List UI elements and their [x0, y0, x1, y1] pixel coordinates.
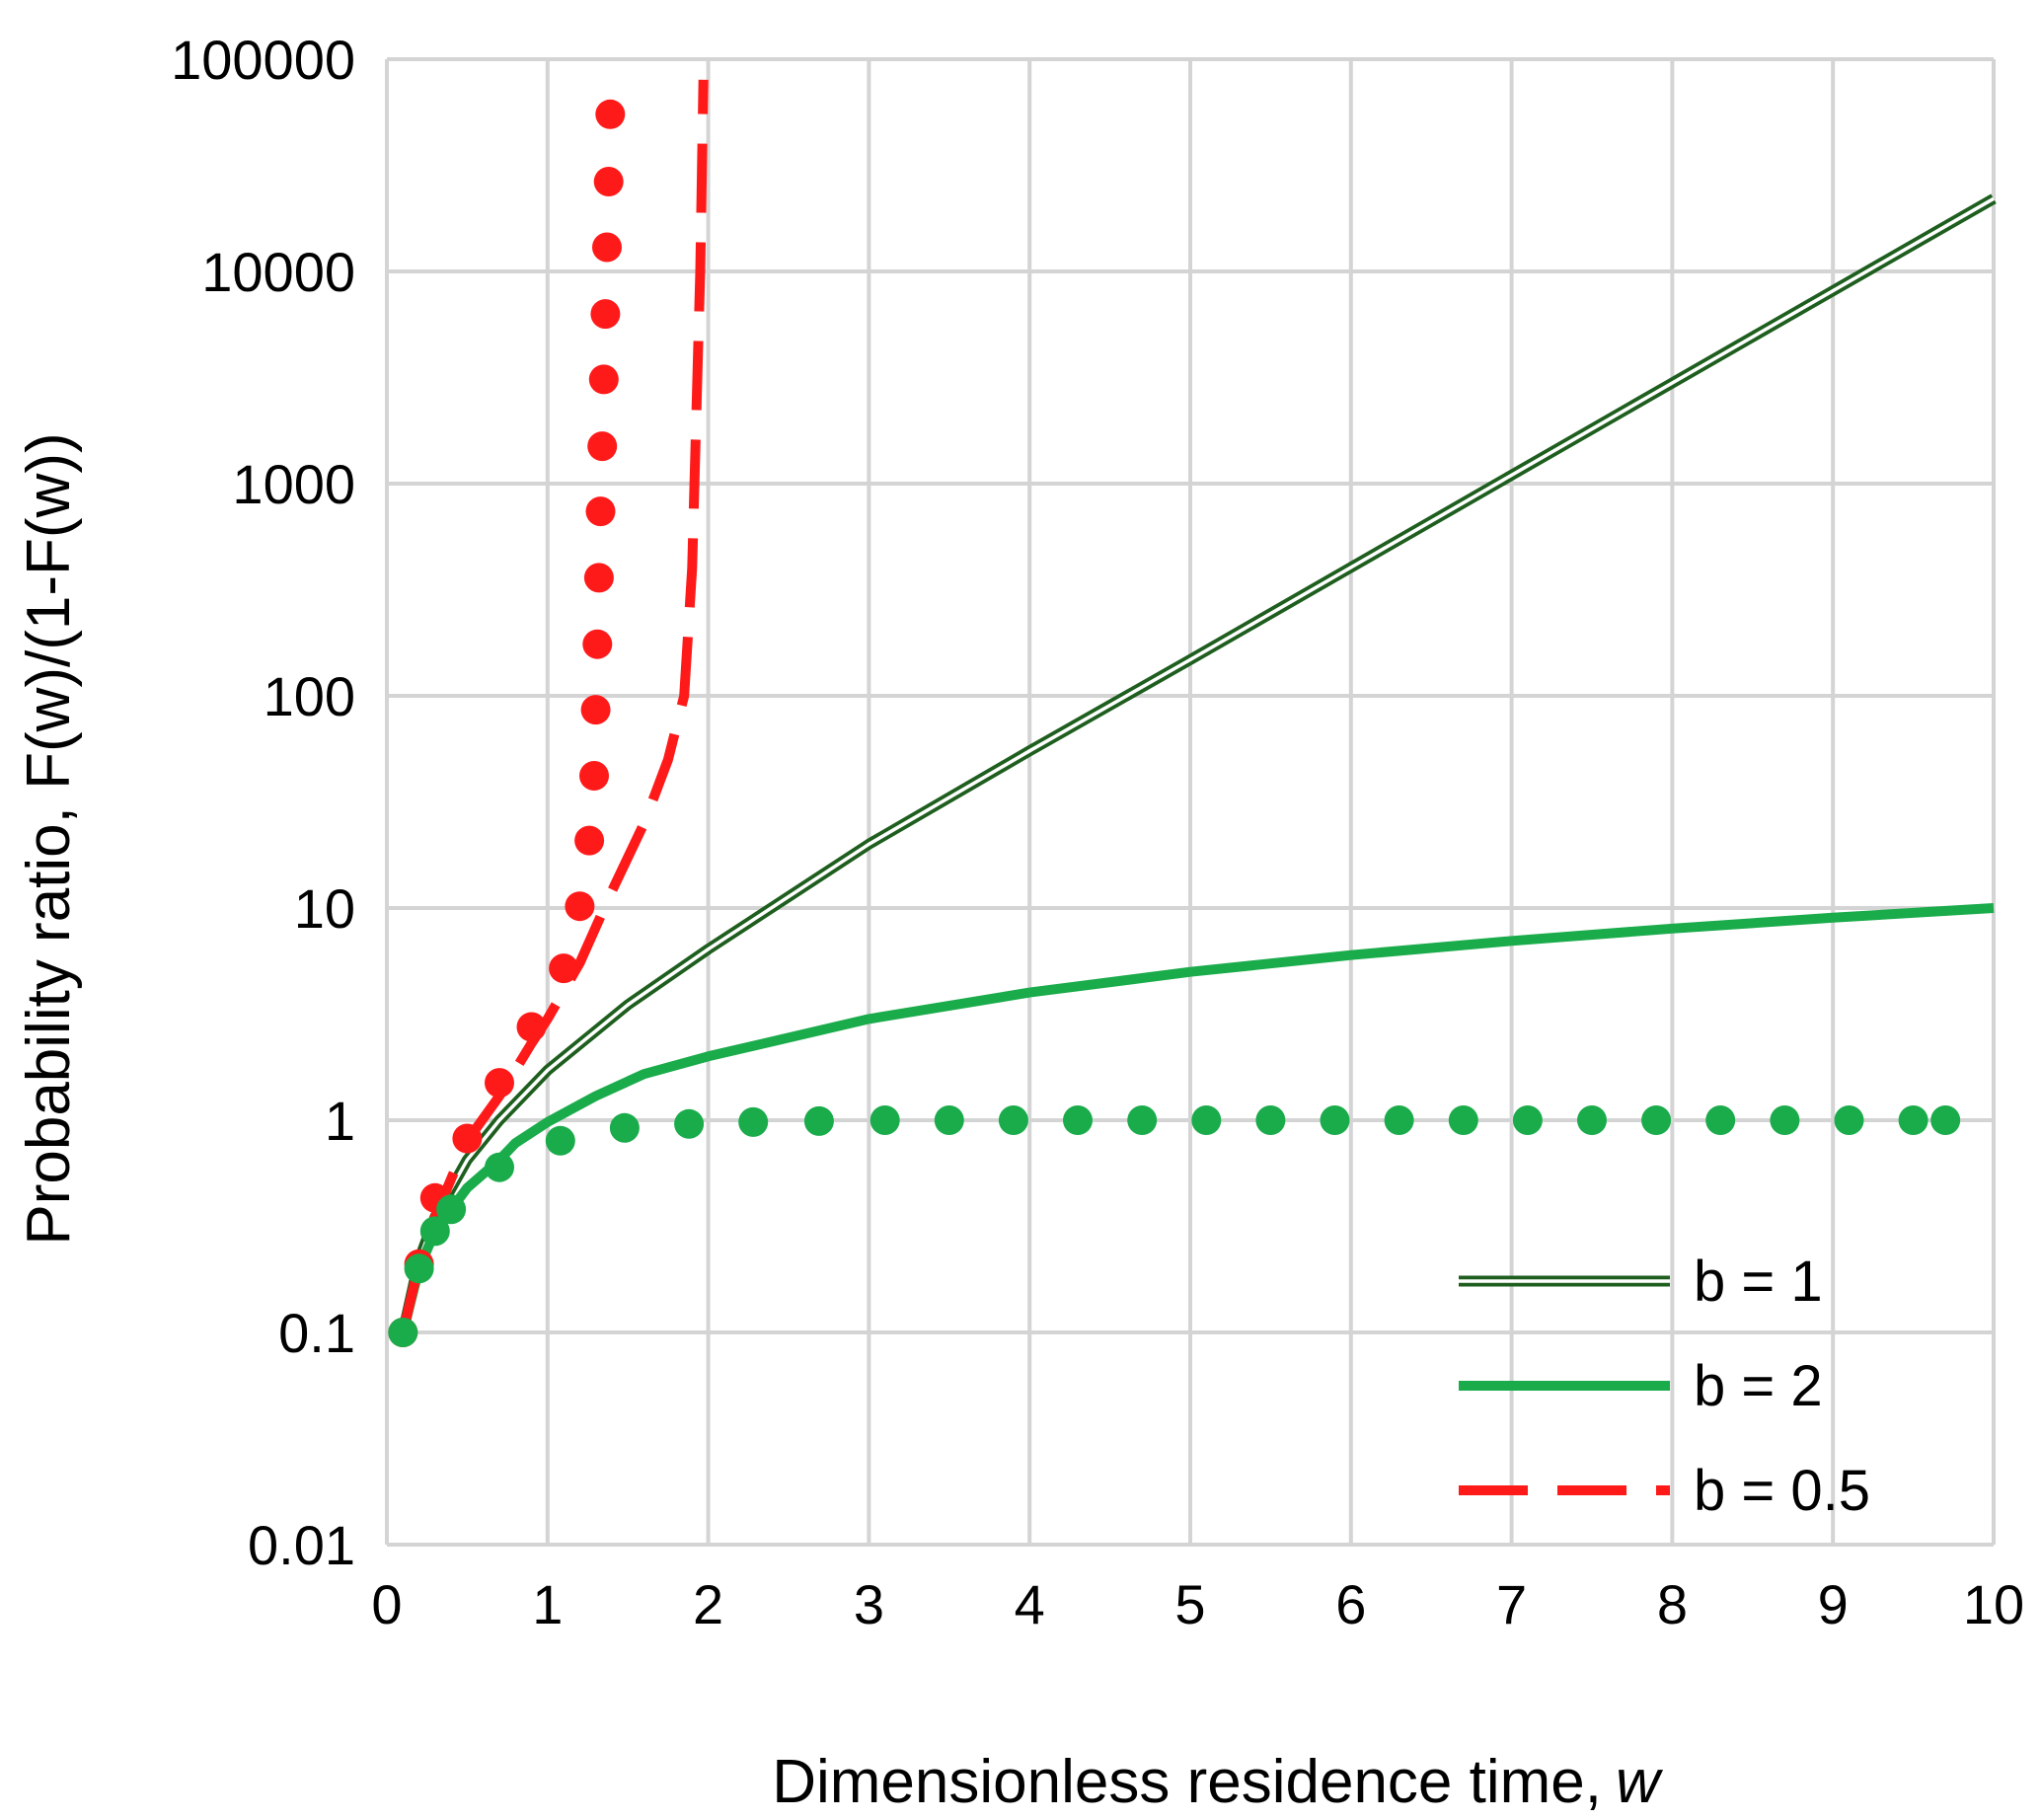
grid: [385, 57, 1996, 1547]
y-tick-label: 10: [294, 877, 355, 940]
series-unlabeled-3-point-12: [583, 563, 614, 593]
x-axis-title: Dimensionless residence time, w: [772, 1748, 1664, 1816]
series-unlabeled-3-point-19: [595, 99, 626, 129]
y-tick-label: 1000: [232, 453, 355, 515]
y-tick-label: 100: [264, 665, 355, 727]
series-b-1-line: [397, 193, 1997, 1334]
series-b-1-line-inner: [401, 196, 1995, 1333]
series-unlabeled-3-point-14: [587, 431, 618, 462]
series-unlabeled-4-point-8: [738, 1106, 769, 1137]
series-unlabeled-3-point-15: [588, 364, 619, 395]
series-unlabeled-3-point-9: [579, 761, 609, 791]
series-unlabeled-3-point-7: [565, 891, 595, 922]
series-unlabeled-4-point-21: [1577, 1105, 1607, 1135]
series-unlabeled-4-point-22: [1641, 1105, 1672, 1135]
series-unlabeled-4-point-27: [1930, 1105, 1961, 1135]
series-unlabeled-3-point-8: [574, 825, 605, 856]
series-unlabeled-4-point-0: [388, 1318, 418, 1347]
series-unlabeled-4-point-3: [436, 1194, 467, 1225]
legend-b-2-label: b = 2: [1694, 1354, 1823, 1418]
series-group: [388, 79, 1997, 1347]
series-unlabeled-3-point-18: [593, 167, 624, 196]
series-unlabeled-3-point-3: [452, 1123, 483, 1154]
y-tick-label: 0.01: [248, 1514, 355, 1576]
series-unlabeled-3-point-11: [582, 629, 613, 659]
x-tick-label: 0: [371, 1573, 402, 1635]
series-unlabeled-3-point-6: [549, 953, 579, 984]
series-unlabeled-4-point-26: [1898, 1105, 1928, 1135]
series-unlabeled-3-point-5: [516, 1012, 547, 1042]
series-unlabeled-4-point-10: [869, 1105, 900, 1135]
x-axis-title-var: w: [1616, 1748, 1664, 1816]
series-unlabeled-4-point-20: [1512, 1105, 1543, 1135]
series-unlabeled-3-point-4: [485, 1068, 514, 1099]
y-tick-label: 0.1: [278, 1302, 355, 1364]
series-unlabeled-4-point-1: [404, 1253, 434, 1284]
series-unlabeled-4-point-15: [1191, 1105, 1222, 1135]
x-tick-label: 1: [532, 1573, 563, 1635]
x-tick-label: 9: [1818, 1573, 1849, 1635]
x-tick-label: 6: [1335, 1573, 1366, 1635]
series-unlabeled-3-point-16: [590, 299, 621, 330]
series-unlabeled-4-point-24: [1770, 1105, 1800, 1135]
series-unlabeled-4-point-5: [545, 1125, 575, 1156]
y-tick-labels: 0.01 0.1 1 10 100 1000 10000 100000: [171, 29, 355, 1576]
series-unlabeled-3-point-17: [592, 232, 622, 263]
x-tick-label: 2: [693, 1573, 723, 1635]
y-tick-label: 1: [325, 1090, 355, 1152]
series-unlabeled-3-point-10: [580, 695, 611, 725]
x-tick-label: 5: [1174, 1573, 1205, 1635]
x-tick-label: 7: [1496, 1573, 1527, 1635]
series-unlabeled-4-point-19: [1448, 1105, 1478, 1135]
series-unlabeled-4-point-23: [1705, 1105, 1736, 1135]
y-tick-label: 10000: [201, 241, 355, 303]
x-axis-title-text: Dimensionless residence time,: [772, 1748, 1602, 1816]
legend: b = 1 b = 2 b = 0.5: [1459, 1250, 1870, 1523]
series-unlabeled-4-point-9: [803, 1105, 834, 1136]
series-unlabeled-4-point-2: [419, 1216, 450, 1247]
series-unlabeled-4-point-17: [1320, 1105, 1350, 1135]
series-unlabeled-4-point-16: [1255, 1105, 1286, 1135]
x-tick-label: 10: [1963, 1573, 2024, 1635]
y-tick-label: 100000: [171, 29, 355, 91]
x-tick-label: 4: [1015, 1573, 1045, 1635]
x-tick-labels: 0 1 2 3 4 5 6 7 8 9 10: [371, 1573, 2024, 1635]
series-unlabeled-3-point-13: [585, 496, 616, 527]
series-unlabeled-4-point-12: [998, 1105, 1028, 1135]
series-unlabeled-4-point-4: [485, 1152, 514, 1182]
legend-b-1-label: b = 1: [1694, 1250, 1823, 1314]
series-unlabeled-4-point-25: [1834, 1105, 1864, 1135]
x-tick-label: 8: [1657, 1573, 1688, 1635]
series-unlabeled-4-point-7: [674, 1108, 705, 1139]
x-tick-label: 3: [854, 1573, 884, 1635]
series-unlabeled-4-point-18: [1384, 1105, 1414, 1135]
legend-b-0-5-label: b = 0.5: [1694, 1459, 1870, 1523]
y-axis-title: Probability ratio, F(w)/(1-F(w)): [15, 432, 83, 1245]
series-unlabeled-4-point-13: [1063, 1105, 1093, 1135]
series-unlabeled-4-point-14: [1127, 1105, 1158, 1135]
series-unlabeled-4-point-6: [609, 1112, 640, 1143]
series-unlabeled-4-point-11: [934, 1105, 964, 1135]
